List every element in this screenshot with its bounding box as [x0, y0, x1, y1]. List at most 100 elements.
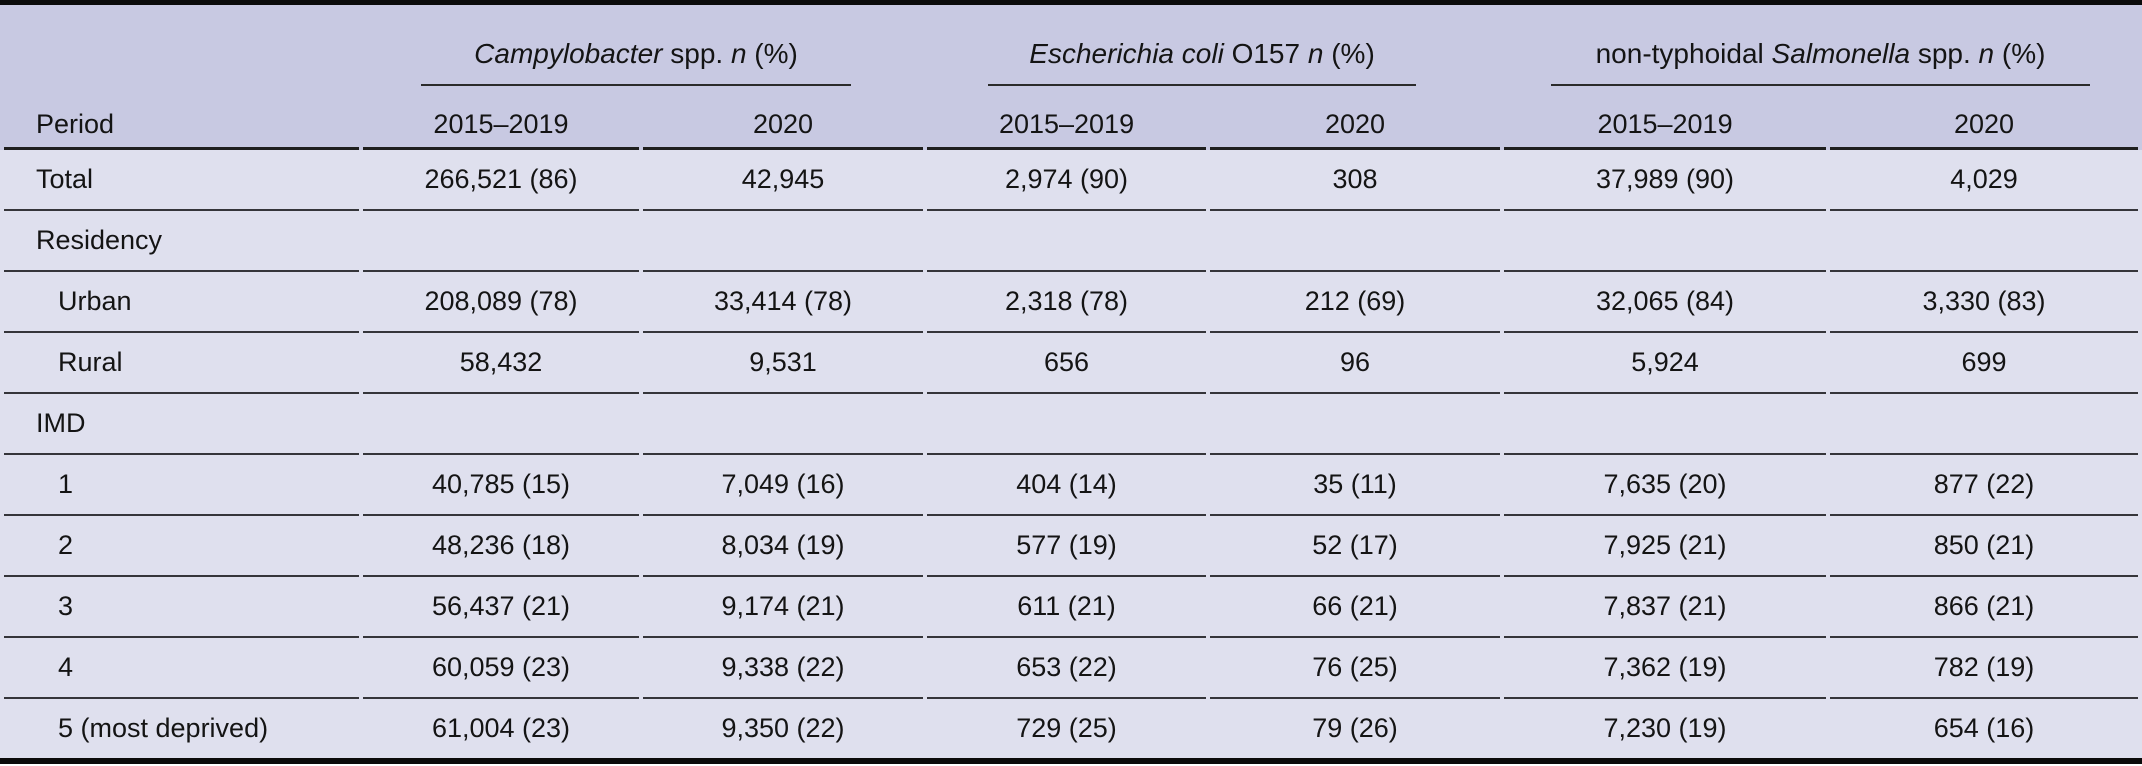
- cell-imd-3-campylobacter-1: 9,174 (21): [643, 577, 924, 638]
- subheader-salmonella-1: 2020: [1830, 101, 2139, 150]
- group-header-salmonella: non-typhoidal Salmonella spp. n (%): [1504, 5, 2138, 101]
- cell-total-campylobacter-0: 266,521 (86): [363, 150, 639, 211]
- table-row-urban: Urban 208,089 (78) 33,414 (78) 2,318 (78) 21…: [4, 272, 2139, 333]
- cell-urban-salmonella-1: 3,330 (83): [1830, 272, 2139, 333]
- group-header-ecoli-o157: Escherichia coli O157 n (%): [927, 5, 1500, 101]
- subheader-campylobacter-1: 2020: [643, 101, 924, 150]
- cell-imd-1-salmonella-1: 877 (22): [1830, 455, 2139, 516]
- table-body: Total 266,521 (86) 42,945 2,974 (90) 308 37,9…: [4, 150, 2139, 758]
- enteric-infections-table: Campylobacter spp. n (%) Escherichia coli…: [0, 5, 2142, 758]
- table-row-total: Total 266,521 (86) 42,945 2,974 (90) 308 37,9…: [4, 150, 2139, 211]
- cell-total-salmonella-0: 37,989 (90): [1504, 150, 1827, 211]
- cell-imd-2-ecoli-o157-0: 577 (19): [927, 516, 1207, 577]
- cell-imd-5-campylobacter-0: 61,004 (23): [431, 713, 571, 743]
- cell-residency-campylobacter-0: [363, 211, 639, 272]
- cell-imd-3-salmonella-0: 7,837 (21): [1504, 577, 1827, 638]
- cell-imd-2-salmonella-0: 7,925 (21): [1504, 516, 1827, 577]
- cell-total-ecoli-o157-1: 308: [1210, 150, 1501, 211]
- cell-total-salmonella-1: 4,029: [1830, 150, 2139, 211]
- cell-imd-5-salmonella-1: 654 (16): [1933, 713, 2035, 743]
- cell-imd-1-campylobacter-0: 40,785 (15): [363, 455, 639, 516]
- group-title-part: Escherichia coli: [1029, 38, 1224, 69]
- subheader-campylobacter-0: 2015–2019: [363, 101, 639, 150]
- cell-imd-1-ecoli-o157-1: 35 (11): [1210, 455, 1501, 516]
- cell-imd-4-ecoli-o157-1: 76 (25): [1210, 638, 1501, 699]
- group-title-part: Salmonella: [1771, 38, 1911, 69]
- section-row-imd: IMD: [4, 394, 2139, 455]
- group-header-campylobacter: Campylobacter spp. n (%): [363, 5, 923, 101]
- cell-urban-ecoli-o157-1: 212 (69): [1210, 272, 1501, 333]
- subheader-salmonella-0: 2015–2019: [1504, 101, 1827, 150]
- row-label-total: Total: [4, 150, 359, 211]
- cell-imd-3-ecoli-o157-1: 66 (21): [1210, 577, 1501, 638]
- cell-rural-salmonella-1: 699: [1830, 333, 2139, 394]
- cell-rural-ecoli-o157-0: 656: [927, 333, 1207, 394]
- table-row-rural: Rural 58,432 9,531 656 96 5,924 699: [4, 333, 2139, 394]
- cell-imd-ecoli-o157-0: [927, 394, 1207, 455]
- group-title-part: (%): [1323, 38, 1375, 69]
- cell-imd-salmonella-0: [1504, 394, 1827, 455]
- row-label-rural: Rural: [4, 333, 359, 394]
- cell-imd-4-ecoli-o157-0: 653 (22): [927, 638, 1207, 699]
- cell-imd-2-ecoli-o157-1: 52 (17): [1210, 516, 1501, 577]
- row-label-imd-2: 2: [4, 516, 359, 577]
- group-title-salmonella: non-typhoidal Salmonella spp. n (%): [1551, 38, 2091, 86]
- cell-imd-5-salmonella-0: 7,230 (19): [1603, 713, 1727, 743]
- table-row-imd-2: 2 48,236 (18) 8,034 (19) 577 (19) 52 (17) 7,9…: [4, 516, 2139, 577]
- cell-imd-campylobacter-0: [363, 394, 639, 455]
- cell-rural-ecoli-o157-1: 96: [1210, 333, 1501, 394]
- cell-imd-3-campylobacter-0: 56,437 (21): [363, 577, 639, 638]
- row-label-residency: Residency: [4, 211, 359, 272]
- cell-residency-salmonella-0: [1504, 211, 1827, 272]
- cell-imd-1-campylobacter-1: 7,049 (16): [643, 455, 924, 516]
- group-title-campylobacter: Campylobacter spp. n (%): [421, 38, 852, 86]
- group-title-ecoli-o157: Escherichia coli O157 n (%): [988, 38, 1417, 86]
- cell-rural-salmonella-0: 5,924: [1504, 333, 1827, 394]
- cell-residency-campylobacter-1: [643, 211, 924, 272]
- table-row-imd-4: 4 60,059 (23) 9,338 (22) 653 (22) 76 (25) 7,3…: [4, 638, 2139, 699]
- group-title-part: O157: [1223, 38, 1308, 69]
- header-group-row: Campylobacter spp. n (%) Escherichia coli…: [4, 5, 2138, 101]
- group-title-part: non-typhoidal: [1595, 38, 1772, 69]
- group-title-part: spp.: [662, 38, 731, 69]
- table-row-imd-5: 5 (most deprived) 61,004 (23) 9,350 (22) 72…: [4, 699, 2138, 758]
- cell-urban-campylobacter-0: 208,089 (78): [363, 272, 639, 333]
- subheader-ecoli-o157-1: 2020: [1210, 101, 1501, 150]
- group-title-part: spp.: [1910, 38, 1979, 69]
- cell-imd-5-ecoli-o157-0: 729 (25): [1016, 713, 1117, 743]
- cell-residency-ecoli-o157-0: [927, 211, 1207, 272]
- cell-imd-1-ecoli-o157-0: 404 (14): [927, 455, 1207, 516]
- group-title-part: n: [1307, 38, 1324, 69]
- cell-imd-1-salmonella-0: 7,635 (20): [1504, 455, 1827, 516]
- group-title-part: Campylobacter: [474, 38, 663, 69]
- cell-total-campylobacter-1: 42,945: [643, 150, 924, 211]
- cell-imd-4-salmonella-0: 7,362 (19): [1504, 638, 1827, 699]
- table-header: Campylobacter spp. n (%) Escherichia coli…: [4, 5, 2139, 150]
- row-label-imd-4: 4: [4, 638, 359, 699]
- cell-imd-3-ecoli-o157-0: 611 (21): [927, 577, 1207, 638]
- cell-imd-4-campylobacter-1: 9,338 (22): [643, 638, 924, 699]
- cell-rural-campylobacter-0: 58,432: [363, 333, 639, 394]
- cell-imd-4-campylobacter-0: 60,059 (23): [363, 638, 639, 699]
- cell-imd-2-campylobacter-0: 48,236 (18): [363, 516, 639, 577]
- row-label-urban: Urban: [4, 272, 359, 333]
- row-label-imd-5: 5 (most deprived): [58, 713, 269, 743]
- cell-rural-campylobacter-1: 9,531: [643, 333, 924, 394]
- cell-imd-5-ecoli-o157-1: 79 (26): [1312, 713, 1398, 743]
- group-title-part: n: [730, 38, 747, 69]
- cell-urban-ecoli-o157-0: 2,318 (78): [927, 272, 1207, 333]
- row-label-imd: IMD: [4, 394, 359, 455]
- cell-imd-ecoli-o157-1: [1210, 394, 1501, 455]
- group-title-part: n: [1978, 38, 1995, 69]
- period-column-header: Period: [4, 101, 359, 150]
- section-row-residency: Residency: [4, 211, 2139, 272]
- cell-imd-3-salmonella-1: 866 (21): [1830, 577, 2139, 638]
- group-title-part: (%): [746, 38, 798, 69]
- cell-imd-2-salmonella-1: 850 (21): [1830, 516, 2139, 577]
- cell-urban-campylobacter-1: 33,414 (78): [643, 272, 924, 333]
- subheader-ecoli-o157-0: 2015–2019: [927, 101, 1207, 150]
- table-row-imd-3: 3 56,437 (21) 9,174 (21) 611 (21) 66 (21) 7,8…: [4, 577, 2139, 638]
- header-corner: [4, 5, 359, 101]
- row-label-imd-1: 1: [4, 455, 359, 516]
